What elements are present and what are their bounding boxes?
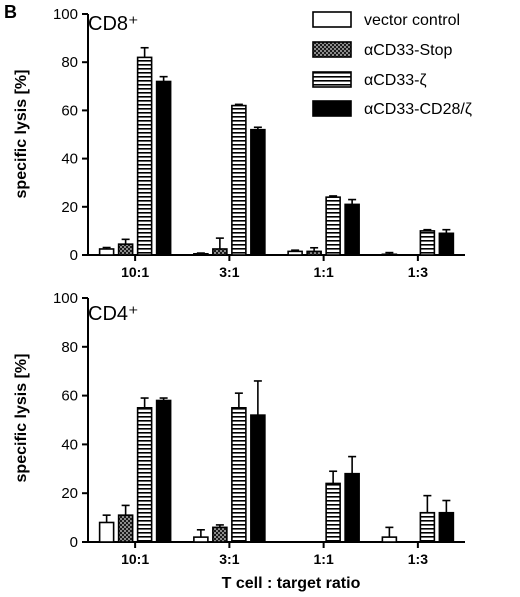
bar-cd8-1-1-vector-control (287, 250, 303, 256)
bar-cd4-10-1-cd33 (136, 406, 153, 543)
y-tick-label-cd8-0: 0 (70, 247, 78, 264)
bar-cd8-1-3-cd33 (419, 230, 436, 256)
panel-title-cd8: CD8⁺ (88, 13, 139, 35)
bar-cd8-1-1-cd33 (325, 196, 341, 256)
bar-cd4-1-3-vector-control (381, 536, 398, 543)
bar-cd4-10-1-cd33-stop (117, 514, 134, 543)
bar-cd8-10-1-cd33-stop (117, 243, 134, 256)
bar-cd4-3-1-cd33-stop (212, 526, 228, 543)
y-tick-label-cd4-80: 80 (61, 339, 78, 356)
y-tick-label-cd8-40: 40 (61, 151, 78, 168)
bar-cd4-3-1-vector-control (193, 536, 209, 543)
bar-cd4-10-1-vector-control (98, 521, 115, 543)
bar-cd8-3-1-cd33-cd28 (250, 128, 266, 256)
bar-cd8-10-1-vector-control (98, 248, 115, 256)
bar-cd4-1-3-cd33-cd28 (438, 511, 455, 543)
bar-cd4-1-1-cd33 (325, 482, 341, 543)
bar-cd8-10-1-cd33 (136, 56, 153, 256)
legend-swatch-vector-control (312, 11, 352, 28)
x-tick-label-cd4-3-1: 3:1 (219, 551, 239, 567)
y-tick-label-cd4-0: 0 (70, 534, 78, 551)
bar-cd4-3-1-cd33 (231, 406, 247, 543)
panel-letter: B (4, 2, 17, 22)
y-tick-label-cd8-80: 80 (61, 54, 78, 71)
x-tick-label-cd4-10-1: 10:1 (121, 551, 149, 567)
legend: vector control αCD33-Stop αCD33-ζ αCD33-… (312, 11, 472, 118)
y-tick-label-cd8-60: 60 (61, 102, 78, 119)
panel-title-cd4: CD4⁺ (88, 303, 139, 325)
y-tick-label-cd4-60: 60 (61, 388, 78, 405)
y-tick-label-cd8-20: 20 (61, 199, 78, 216)
x-tick-label-cd8-3-1: 3:1 (219, 264, 239, 280)
legend-label-vector-control: vector control (364, 12, 460, 29)
bar-cd4-3-1-cd33-cd28 (250, 414, 266, 543)
legend-swatch-acd33-stop (312, 41, 352, 58)
bar-cd4-1-3-cd33 (419, 511, 436, 543)
x-tick-label-cd4-1-3: 1:3 (408, 551, 428, 567)
cd8-panel: CD8⁺ specific lysis [%] 0 20 40 60 80 100 10:1… (13, 6, 465, 280)
bar-cd8-3-1-cd33-stop (212, 248, 228, 256)
y-axis-title-cd4: specific lysis [%] (13, 354, 30, 483)
bar-cd8-1-3-vector-control (381, 253, 398, 256)
bar-cd8-1-1-cd33-cd28 (344, 203, 360, 256)
bar-cd4-1-1-cd33-cd28 (344, 472, 360, 543)
bar-cd8-3-1-vector-control (193, 252, 209, 256)
x-tick-label-cd8-1-1: 1:1 (314, 264, 334, 280)
bar-cd4-10-1-cd33-cd28 (155, 399, 172, 543)
bar-cd8-3-1-cd33 (231, 104, 247, 256)
legend-swatch-acd33-cd28-zeta (312, 100, 352, 117)
bar-cd8-10-1-cd33-cd28 (155, 80, 172, 256)
x-tick-label-cd4-1-1: 1:1 (314, 551, 334, 567)
legend-label-acd33-zeta: αCD33-ζ (364, 72, 427, 89)
x-axis-title: T cell : target ratio (222, 575, 361, 592)
y-tick-label-cd4-100: 100 (53, 290, 78, 307)
bar-cd8-1-1-cd33-stop (306, 250, 322, 256)
legend-label-acd33-cd28-zeta: αCD33-CD28/ζ (364, 101, 472, 118)
legend-label-acd33-stop: αCD33-Stop (364, 42, 453, 59)
y-axis-title-cd8: specific lysis [%] (13, 70, 30, 199)
y-tick-label-cd4-40: 40 (61, 436, 78, 453)
cd4-panel: CD4⁺ specific lysis [%] 0 20 40 60 80 100 10:1… (13, 290, 465, 567)
bar-cd8-1-3-cd33-cd28 (438, 232, 455, 256)
legend-swatch-acd33-zeta (312, 71, 352, 88)
y-tick-label-cd8-100: 100 (53, 6, 78, 23)
x-tick-label-cd8-1-3: 1:3 (408, 264, 428, 280)
x-tick-label-cd8-10-1: 10:1 (121, 264, 149, 280)
y-tick-label-cd4-20: 20 (61, 485, 78, 502)
